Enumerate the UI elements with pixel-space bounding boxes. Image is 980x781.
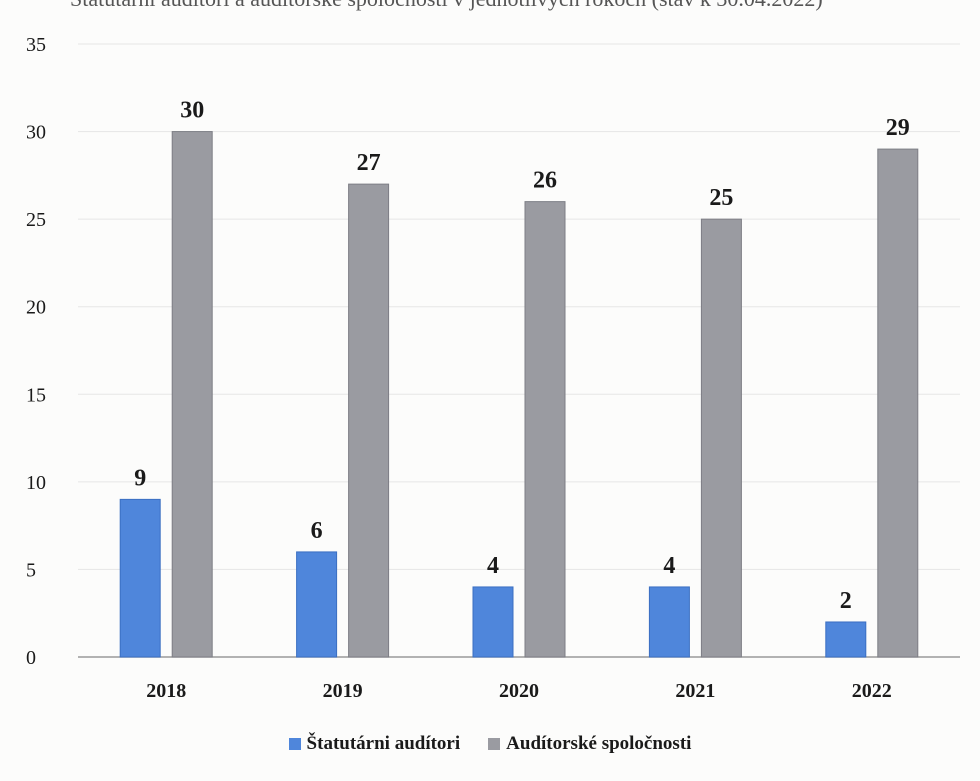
data-label-auditorske-2020: 26: [533, 168, 557, 194]
data-labels: 9 30 6 27 4 26 4 25 2 29: [134, 98, 910, 614]
y-tick-label: 5: [26, 559, 36, 581]
bar-auditorske-2021: [700, 218, 742, 658]
x-tick-label-2019: 2019: [323, 680, 363, 702]
bar-auditorske-2019: [348, 183, 390, 658]
data-label-auditorske-2021: 25: [709, 185, 733, 211]
data-label-statutarni-2019: 6: [311, 518, 323, 544]
chart-title: Štatutárni auditori a audítorské spoločn…: [70, 0, 970, 12]
legend-item-auditorske: Audítorské spoločnosti: [488, 733, 691, 755]
data-label-statutarni-2018: 9: [134, 465, 146, 491]
legend-label-statutarni: Štatutárni audítori: [306, 733, 461, 754]
bars: [119, 131, 919, 658]
bar-auditorske-2020: [524, 201, 566, 658]
y-tick-label: 20: [26, 297, 46, 319]
x-tick-label-2018: 2018: [146, 680, 186, 702]
bar-statutarni-2018: [119, 498, 161, 658]
bar-statutarni-2020: [472, 586, 514, 658]
y-tick-label: 25: [26, 209, 46, 231]
bar-auditorske-2018: [171, 131, 213, 658]
data-label-auditorske-2022: 29: [886, 115, 910, 141]
data-label-statutarni-2022: 2: [840, 588, 852, 614]
data-label-statutarni-2020: 4: [487, 553, 499, 579]
legend-item-statutarni: Štatutárni audítori: [288, 733, 461, 755]
y-tick-label: 10: [26, 472, 46, 494]
data-label-auditorske-2018: 30: [180, 98, 204, 124]
x-tick-label-2020: 2020: [499, 680, 539, 702]
bar-statutarni-2022: [825, 621, 867, 658]
y-tick-label: 0: [26, 647, 36, 669]
y-axis-ticks: 0 5 10 15 20 25 30 35: [26, 34, 46, 669]
data-label-auditorske-2019: 27: [357, 150, 381, 176]
x-tick-label-2022: 2022: [852, 680, 892, 702]
y-tick-label: 15: [26, 384, 46, 406]
bar-auditorske-2022: [877, 148, 919, 658]
legend-swatch-auditorske: [488, 738, 501, 750]
x-tick-label-2021: 2021: [675, 680, 715, 702]
y-tick-label: 35: [26, 34, 46, 56]
y-tick-label: 30: [26, 122, 46, 144]
x-axis-ticks: 2018 2019 2020 2021 2022: [146, 680, 892, 702]
legend-label-auditorske: Audítorské spoločnosti: [506, 733, 692, 754]
data-label-statutarni-2021: 4: [663, 553, 675, 579]
bar-statutarni-2021: [648, 586, 690, 658]
chart-legend: Štatutárni audítori Audítorské spoločnos…: [0, 733, 980, 755]
legend-swatch-statutarni: [288, 738, 301, 750]
bar-statutarni-2019: [296, 551, 338, 658]
gridlines: [78, 43, 960, 658]
